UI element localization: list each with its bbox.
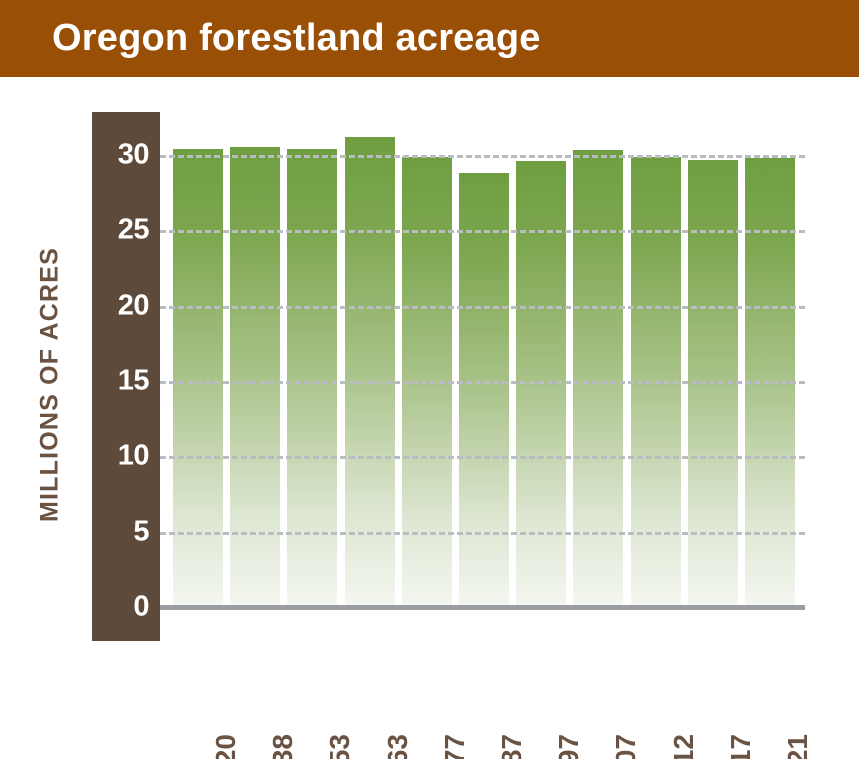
gridline	[160, 230, 805, 234]
gridline	[160, 305, 805, 309]
x-axis-labels: 1920 1938 1953 1963 1977 1987 1997 2007 2012 2017…	[160, 614, 813, 759]
page-title: Oregon forestland acreage	[52, 17, 541, 59]
gridline	[160, 531, 805, 535]
x-axis-baseline	[160, 605, 805, 610]
plot-area	[160, 112, 805, 608]
bar	[573, 150, 624, 608]
x-tick-label: 2007	[610, 734, 641, 759]
gridline	[160, 381, 805, 384]
header-band: Oregon forestland acreage	[0, 0, 859, 77]
y-tick-label: 30	[117, 138, 150, 171]
bar	[230, 147, 281, 608]
y-tick-label: 25	[117, 213, 150, 246]
x-tick-label: 1953	[324, 734, 355, 759]
bar	[516, 161, 567, 608]
y-tick-label: 5	[133, 515, 149, 548]
y-axis-title: MILLIONS OF ACRES	[35, 246, 64, 523]
x-tick-label: 2017	[725, 734, 756, 759]
y-tick-label: 20	[117, 289, 150, 322]
y-axis-strip: 0 5 10 15 20 25 30	[92, 112, 160, 641]
x-tick-label: 1938	[267, 734, 298, 759]
x-tick-label: 1977	[439, 734, 470, 759]
x-tick-label: 1963	[382, 734, 413, 759]
gridline	[160, 456, 805, 460]
bar	[287, 148, 338, 608]
x-tick-label: 1997	[553, 734, 584, 759]
y-tick-label: 10	[117, 439, 150, 472]
bar	[459, 173, 509, 608]
x-tick-label: 2021	[782, 734, 813, 759]
x-tick-label: 1920	[210, 734, 241, 759]
x-tick-label: 2012	[668, 734, 699, 759]
y-tick-label: 0	[133, 590, 149, 623]
gridline	[160, 155, 805, 158]
y-tick-label: 15	[117, 364, 150, 397]
bar	[173, 148, 223, 608]
bar	[344, 136, 395, 608]
x-tick-label: 1987	[496, 734, 527, 759]
